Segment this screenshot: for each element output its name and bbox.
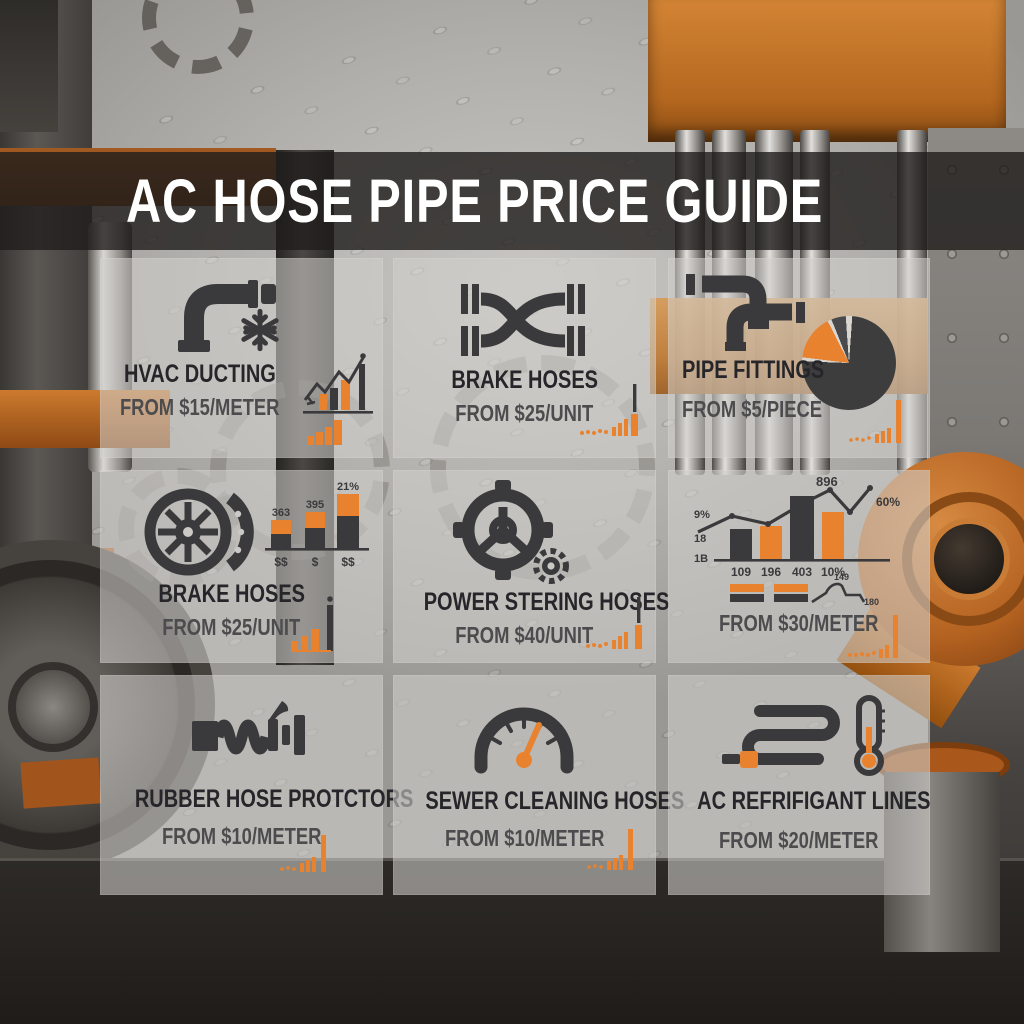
trend-chart-graphic <box>303 353 373 445</box>
y-axis-label: 1B <box>694 553 708 565</box>
legend-label: 180 <box>864 597 879 607</box>
bar-label: 21% <box>337 481 359 493</box>
card-title: RUBBER HOSE PROTCTORS <box>134 785 414 813</box>
snowflake-icon <box>241 308 279 352</box>
card-power-steering: POWER STERING HOSES FROM $40/UNIT <box>393 470 670 663</box>
card-price: FROM $15/METER <box>119 394 280 420</box>
page-title: AC HOSE PIPE PRICE GUIDE <box>126 160 1006 242</box>
top-left-dark-block <box>0 0 58 132</box>
card-brake-hoses-top: BRAKE HOSES FROM $25/UNIT <box>393 258 656 458</box>
hose-coil-icon <box>722 705 840 768</box>
bar-label: $$ <box>274 555 288 569</box>
sparkline-chart <box>291 596 333 652</box>
pipe-elbows-icon <box>686 274 805 351</box>
card-rubber-protectors: RUBBER HOSE PROTCTORS FROM $10/METER <box>100 675 414 895</box>
card-sewer-cleaning: SEWER CLEANING HOSES FROM $10/METER <box>393 675 685 895</box>
x-axis-label: 109 <box>731 565 751 579</box>
card-price: FROM $25/UNIT <box>162 614 301 640</box>
card-hvac-ducting: HVAC DUCTING FROM $15/METER <box>100 258 383 458</box>
card-price: FROM $25/UNIT <box>455 400 594 426</box>
bar-label: 363 <box>272 507 290 519</box>
x-axis-label: 196 <box>761 565 781 579</box>
card-price: FROM $5/PIECE <box>682 396 823 422</box>
card-title: POWER STERING HOSES <box>423 588 670 616</box>
card-title: BRAKE HOSES <box>158 580 305 608</box>
bar-label: 395 <box>306 499 324 511</box>
stacked-bar-chart: 363 395 21% $$ $ $$ <box>265 481 369 569</box>
card-ac-refrigerant: AC REFRIFIGANT LINES FROM $20/METER <box>668 675 931 895</box>
card-price: FROM $30/METER <box>719 610 879 636</box>
brake-wheel-icon <box>144 488 254 576</box>
bar-line-chart: 9% 18 1B 896 60% 109 196 403 10% 149 180 <box>694 474 900 607</box>
card-price: FROM $20/METER <box>719 827 879 853</box>
line-peak-label: 896 <box>816 474 838 489</box>
card-price: FROM $10/METER <box>161 823 322 849</box>
card-title: AC REFRIFIGANT LINES <box>697 787 931 815</box>
card-brake-hoses-mid: 363 395 21% $$ $ $$ BRAKE HOSES FROM $25… <box>100 470 383 663</box>
small-gear-icon <box>533 548 569 584</box>
thermometer-icon <box>854 695 885 776</box>
sparkline-chart <box>849 400 901 443</box>
sparkline-chart <box>580 384 638 436</box>
page-title-text: AC HOSE PIPE PRICE GUIDE <box>126 167 824 235</box>
card-hydraulic-chart: 9% 18 1B 896 60% 109 196 403 10% 149 180… <box>668 470 930 663</box>
x-axis-label: 10% <box>821 565 845 579</box>
flywheel-hub <box>8 662 98 752</box>
line-end-label: 60% <box>876 495 900 509</box>
bar-label: $ <box>312 555 319 569</box>
legend-label: 149 <box>834 572 849 582</box>
card-title: SEWER CLEANING HOSES <box>425 787 685 815</box>
valve-opening <box>928 518 1010 600</box>
x-axis-label: 403 <box>792 565 812 579</box>
sparkline-chart <box>848 615 898 658</box>
orange-press-head <box>648 0 1006 142</box>
coiled-hose-icon <box>192 701 305 755</box>
card-title: PIPE FITTINGS <box>682 356 825 384</box>
card-title: BRAKE HOSES <box>451 366 598 394</box>
card-pipe-fittings: PIPE FITTINGS FROM $5/PIECE <box>668 258 930 458</box>
y-axis-label: 9% <box>694 509 710 521</box>
steering-wheel-icon <box>453 480 569 584</box>
card-price: FROM $40/UNIT <box>455 622 594 648</box>
sparkline-chart <box>587 829 633 870</box>
y-axis-label: 18 <box>694 533 706 545</box>
pie-chart <box>802 316 896 410</box>
bar-label: $$ <box>341 555 355 569</box>
pressure-gauge-icon <box>474 707 574 774</box>
elbow-pipe-icon <box>178 280 276 352</box>
card-price: FROM $10/METER <box>444 825 605 851</box>
orange-part-bottom-left <box>20 757 102 809</box>
card-title: HVAC DUCTING <box>123 360 276 388</box>
title-band <box>0 152 1024 250</box>
crossed-hoses-icon <box>461 284 585 356</box>
sparkline-chart <box>280 835 326 872</box>
sparkline-chart <box>586 597 642 649</box>
